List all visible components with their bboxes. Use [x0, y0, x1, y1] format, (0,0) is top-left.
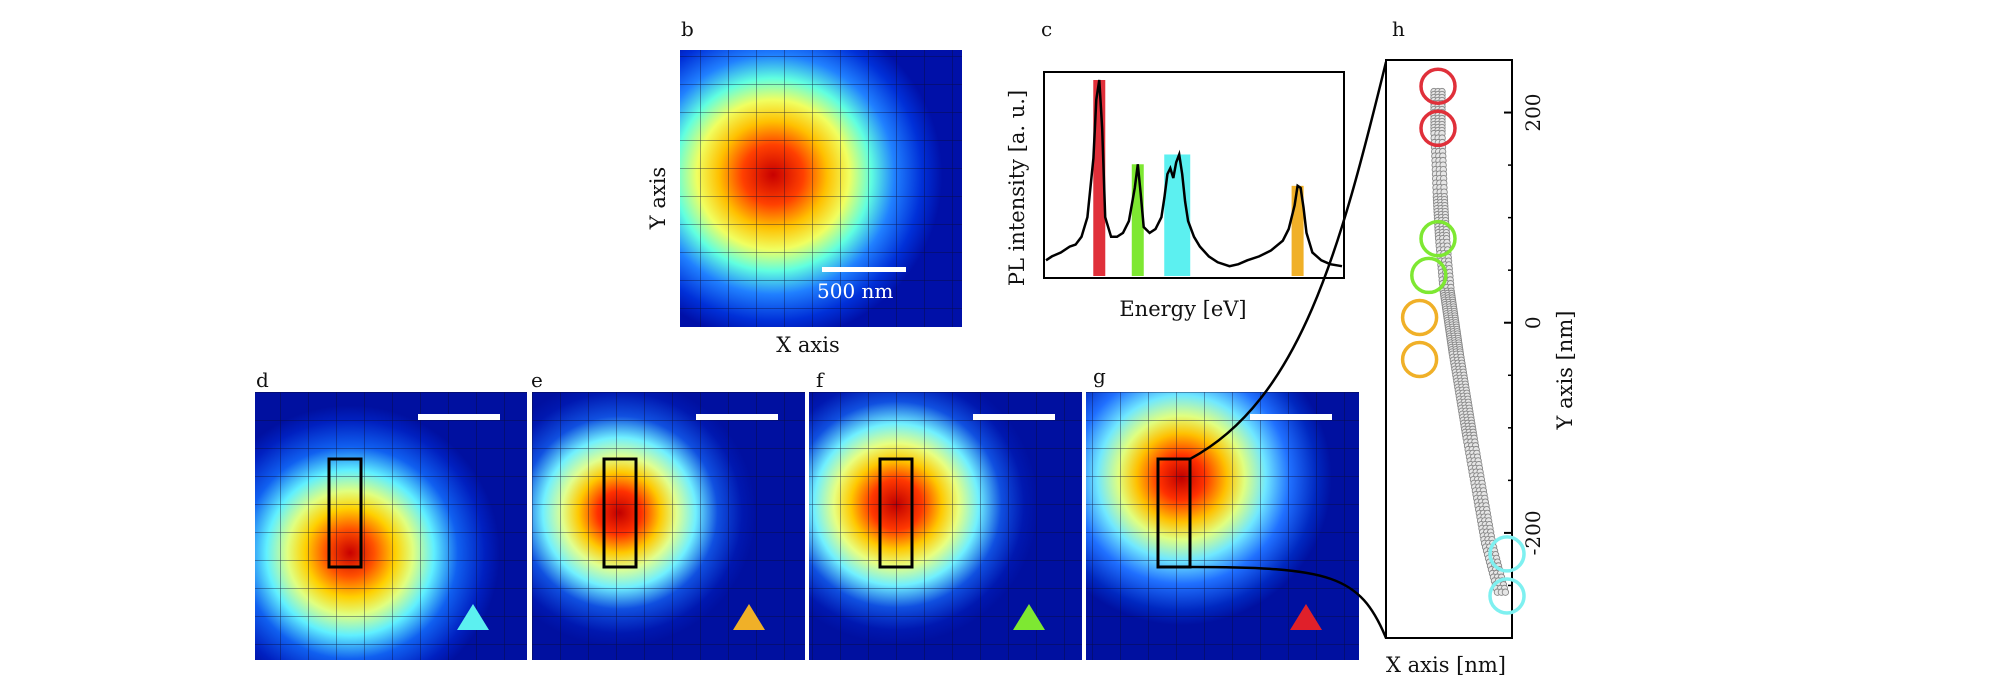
panel-d-selection-box [327, 457, 363, 569]
panel-h-nanowire [1430, 87, 1510, 596]
panel-g-letter: g [1093, 364, 1106, 388]
nanowire-circle-1 [1419, 67, 1457, 106]
panel-b-scalebar-label: 500 nm [817, 279, 893, 303]
panel-d: d [255, 368, 527, 660]
panel-e-triangle-marker [733, 604, 765, 630]
panel-c-xlabel: Energy [eV] [1119, 297, 1246, 321]
nanowire-atom [1501, 588, 1510, 596]
panel-b: b 500 nm X axis Y axis [646, 17, 962, 357]
panel-b-grid [680, 50, 962, 327]
panel-b-scalebar [822, 267, 906, 272]
spectrum-line [1045, 79, 1343, 268]
panel-b-xlabel: X axis [776, 333, 839, 357]
nanowire-circle-4 [1410, 256, 1448, 295]
panel-c-letter: c [1041, 17, 1052, 41]
panel-h-letter: h [1392, 17, 1405, 41]
nanowire-circle-7 [1488, 535, 1526, 573]
panel-f: f [809, 368, 1082, 660]
panel-h-ytick-label-1: 0 [1521, 316, 1545, 329]
panel-d-grid [255, 392, 527, 660]
panel-g-triangle-marker [1290, 604, 1322, 630]
nanowire-circle-6 [1400, 340, 1439, 379]
zoom-connector-top [1189, 61, 1388, 461]
panel-b-ylabel: Y axis [646, 167, 670, 230]
panel-d-letter: d [256, 368, 269, 392]
nanowire-circle-3 [1419, 219, 1457, 258]
panel-d-scalebar [418, 414, 500, 420]
panel-f-triangle-marker [1013, 604, 1045, 630]
panel-b-letter: b [681, 17, 694, 41]
panel-e: e [531, 368, 805, 660]
nanowire-circle-8 [1488, 577, 1526, 615]
panel-f-scalebar [973, 414, 1055, 420]
zoom-connector-bottom [1189, 565, 1388, 639]
panel-h-ylabel: Y axis [nm] [1553, 311, 1577, 431]
panel-h-ytick-label-0: 200 [1521, 93, 1545, 131]
panel-c-ylabel: PL intensity [a. u.] [1005, 90, 1029, 286]
panel-f-letter: f [816, 368, 825, 392]
panel-c: c Energy [eV] PL intensity [a. u.] [1005, 17, 1345, 321]
panel-g-scalebar [1250, 414, 1332, 420]
nanowire-circle-5 [1400, 298, 1439, 337]
panel-e-letter: e [531, 368, 543, 392]
panel-f-grid [809, 392, 1082, 660]
panel-h-xlabel: X axis [nm] [1386, 653, 1506, 677]
panel-g-grid [1086, 392, 1359, 660]
panel-g: g [1086, 61, 1388, 660]
panel-c-axes-frame [1043, 71, 1345, 279]
panel-d-triangle-marker [457, 604, 489, 630]
nanowire-circle-2 [1419, 109, 1457, 148]
panel-e-scalebar [696, 414, 778, 420]
panel-e-selection-box [602, 457, 638, 569]
panel-h-ytick-label-2: -200 [1521, 510, 1545, 555]
panel-h: h 200 0 -200 X axis [nm] Y axis [nm] [1385, 17, 1577, 677]
panel-g-selection-box [1156, 457, 1192, 569]
panel-c-spectrum [1045, 79, 1343, 276]
panel-h-circles [1400, 67, 1526, 615]
panel-f-selection-box [878, 457, 914, 569]
panel-h-yticks: 200 0 -200 [1504, 59, 1545, 587]
panel-e-grid [532, 392, 805, 660]
